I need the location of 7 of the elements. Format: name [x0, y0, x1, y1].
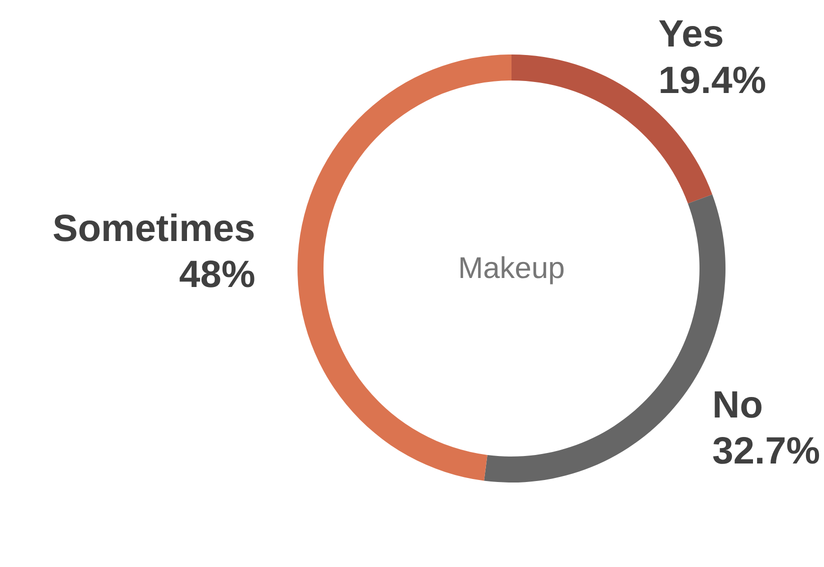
- text: Makeup: [458, 252, 565, 285]
- data-label: 48%: [179, 254, 256, 296]
- data-label: 19.4%: [658, 60, 766, 102]
- slice-label: No: [712, 384, 763, 427]
- slice-label: Sometimes: [52, 208, 256, 250]
- data-label: 32.7%: [712, 430, 820, 473]
- slice-label: Yes: [658, 14, 724, 56]
